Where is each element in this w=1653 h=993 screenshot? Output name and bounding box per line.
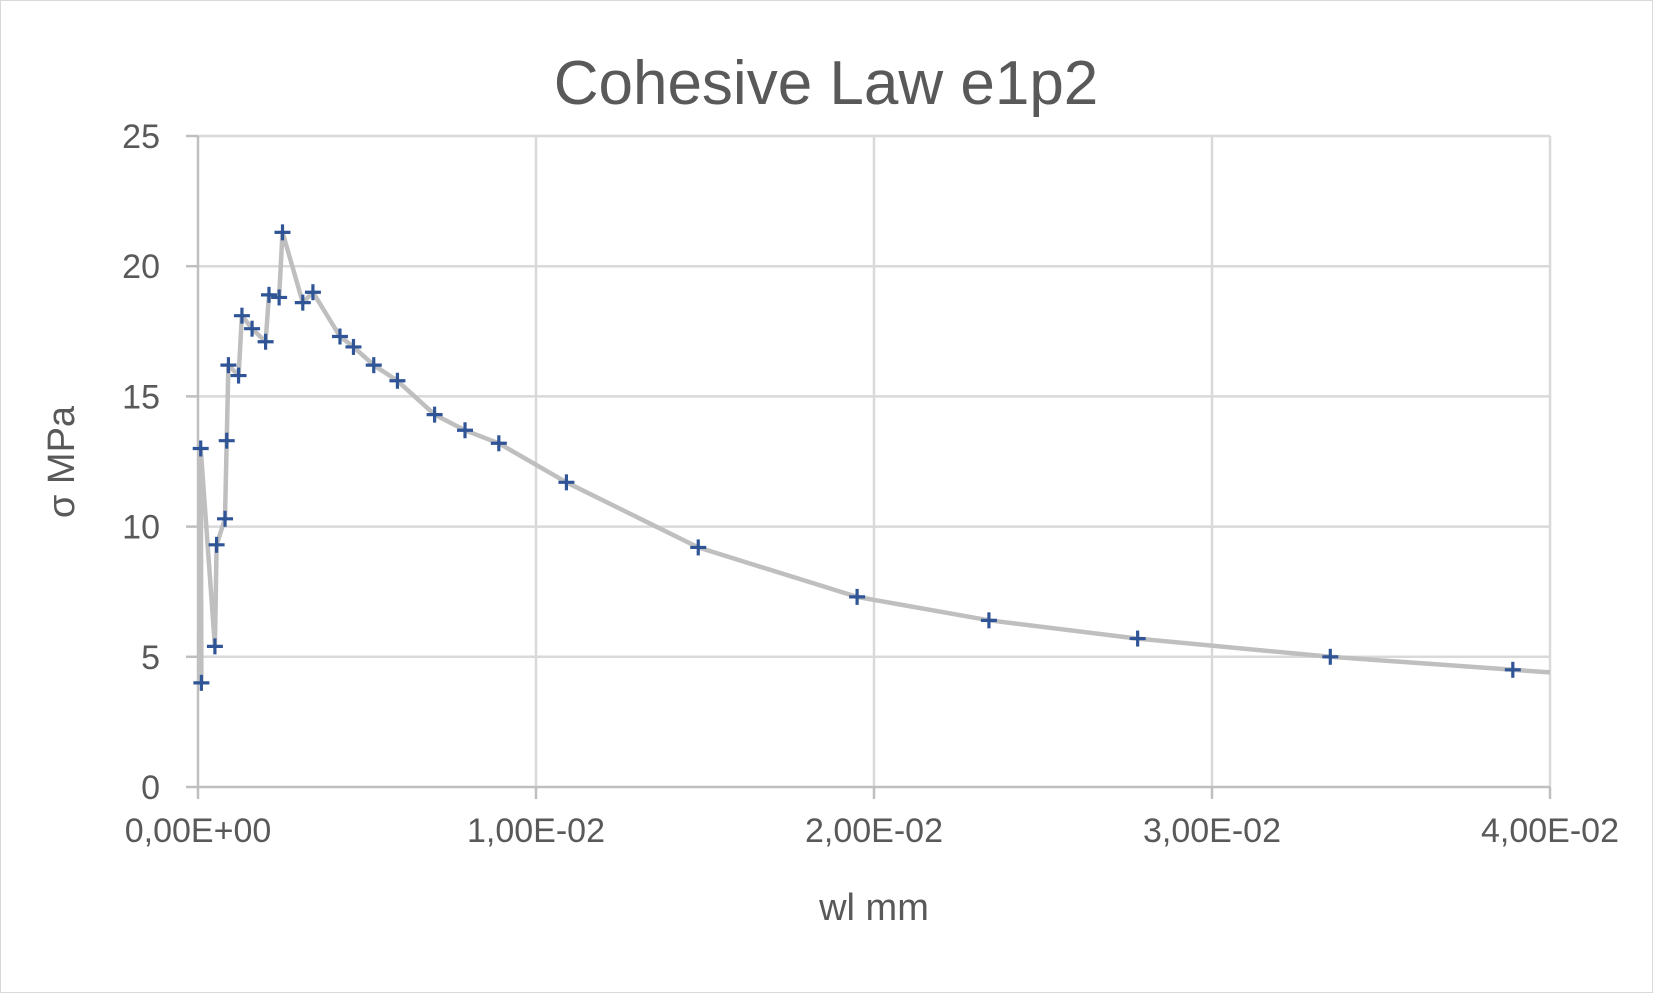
data-point <box>490 435 507 452</box>
data-point <box>274 224 291 241</box>
data-point <box>690 539 707 556</box>
data-point <box>1504 661 1521 678</box>
x-gridlines <box>534 136 1552 787</box>
data-point <box>304 284 321 301</box>
data-point <box>331 328 348 345</box>
data-point <box>389 372 406 389</box>
x-tick-labels: 0,00E+00 1,00E-02 2,00E-02 3,00E-02 4,00E-02 <box>125 812 1619 850</box>
data-point <box>218 432 235 449</box>
series-line <box>198 230 1551 683</box>
data-point <box>230 367 247 384</box>
y-tick-label: 5 <box>141 639 160 677</box>
data-point <box>257 333 274 350</box>
data-point <box>193 674 210 691</box>
data-point <box>294 294 311 311</box>
x-tick-label: 4,00E-02 <box>1481 812 1619 850</box>
data-point <box>192 440 209 457</box>
data-point <box>244 320 261 337</box>
x-tick-label: 3,00E-02 <box>1143 812 1281 850</box>
series-group <box>192 224 1551 691</box>
y-tick-label: 20 <box>122 248 160 286</box>
data-point <box>208 536 225 553</box>
data-point <box>217 510 234 527</box>
data-point <box>206 638 223 655</box>
y-tick-label: 15 <box>122 378 160 416</box>
data-point <box>1322 648 1339 665</box>
data-point <box>980 612 997 629</box>
axes <box>186 134 1552 799</box>
data-point <box>345 338 362 355</box>
y-tick-label: 25 <box>122 118 160 156</box>
data-point <box>849 588 866 605</box>
x-tick-label: 2,00E-02 <box>805 812 943 850</box>
data-point <box>426 406 443 423</box>
data-point <box>271 289 288 306</box>
y-tick-labels: 0 5 10 15 20 25 <box>122 118 160 807</box>
data-point <box>1129 630 1146 647</box>
x-tick-label: 1,00E-02 <box>467 812 605 850</box>
x-axis-label: wl mm <box>818 887 929 929</box>
x-tick-label: 0,00E+00 <box>125 812 272 850</box>
chart-title: Cohesive Law e1p2 <box>554 49 1099 118</box>
data-point <box>260 286 277 303</box>
y-axis-label: σ MPa <box>41 405 83 518</box>
data-point <box>220 357 237 374</box>
y-tick-label: 0 <box>141 769 160 807</box>
data-point <box>457 422 474 439</box>
y-tick-label: 10 <box>122 509 160 547</box>
data-point <box>558 474 575 491</box>
data-point <box>233 307 250 324</box>
data-point <box>365 357 382 374</box>
